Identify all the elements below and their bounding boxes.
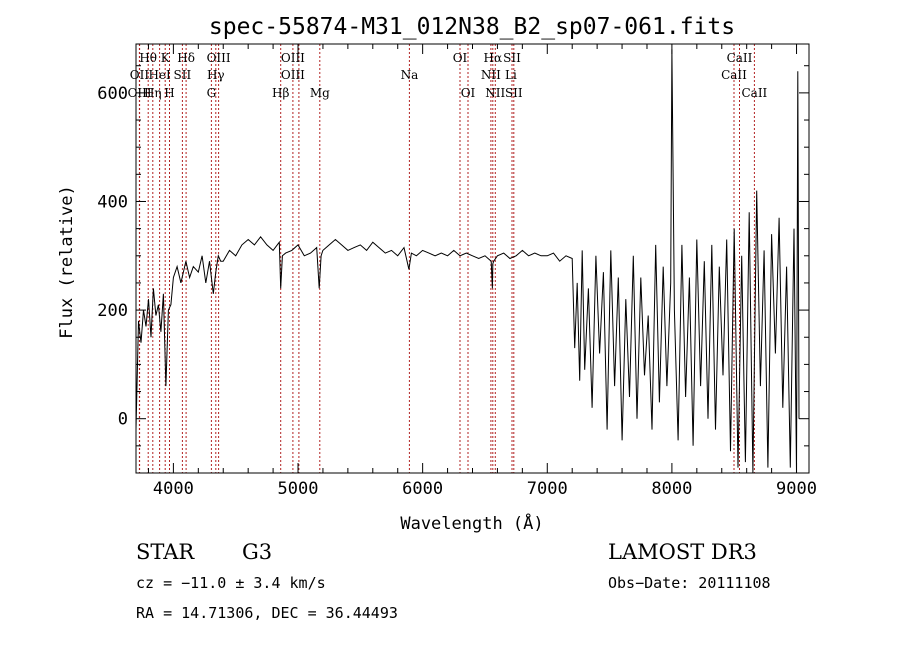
- spectral-line-label: SII: [174, 68, 192, 82]
- spectral-line-label: CaII: [721, 68, 747, 82]
- spectral-line-label: OIII: [281, 68, 305, 82]
- object-class: STAR: [136, 540, 195, 564]
- spectral-line-label: Hα: [484, 51, 503, 65]
- spectral-line-label: G: [207, 86, 217, 100]
- redshift-info: cz = −11.0 ± 3.4 km/s: [136, 574, 326, 592]
- spectral-line-label: CaII: [727, 51, 753, 65]
- spectral-line-label: Hθ: [139, 51, 157, 65]
- spectral-line-label: Hβ: [272, 86, 289, 100]
- x-tick-label: 7000: [527, 479, 568, 499]
- y-axis-label: Flux (relative): [57, 185, 77, 339]
- spectral-line-label: H: [164, 86, 174, 100]
- spectral-line-label: OI: [453, 51, 468, 65]
- plot-area: 4000 5000 6000 7000 8000 9000 0 200 400 600 Hθ OII O…: [97, 44, 817, 499]
- x-axis-label: Wavelength (Å): [400, 512, 543, 534]
- spectral-line-label: NII: [485, 86, 505, 100]
- spectral-line-label: Li: [505, 68, 517, 82]
- y-tick-label: 600: [97, 84, 128, 104]
- y-tick-label: 0: [118, 410, 128, 430]
- observation-date: Obs−Date: 20111108: [608, 574, 771, 592]
- spectral-line-label: CaII: [741, 86, 767, 100]
- object-subclass: G3: [242, 540, 272, 564]
- coordinates-info: RA = 14.71306, DEC = 36.44493: [136, 604, 398, 622]
- spectral-line-label: OI: [461, 86, 476, 100]
- chart-title: spec-55874-M31_012N38_B2_sp07-061.fits: [209, 14, 735, 40]
- spectral-line-label: OIII: [128, 86, 152, 100]
- y-tick-label: 200: [97, 301, 128, 321]
- x-tick-label: 6000: [402, 479, 443, 499]
- x-tick-label: 5000: [278, 479, 319, 499]
- spectral-line-label: OIII: [207, 51, 231, 65]
- spectral-line-label: NII: [481, 68, 501, 82]
- spectral-line-label: SII: [503, 51, 521, 65]
- x-tick-label: 4000: [153, 479, 194, 499]
- y-tick-label: 400: [97, 192, 128, 212]
- plot-frame: [135, 43, 810, 474]
- spectral-line-label: Mg: [310, 86, 330, 100]
- spectral-line-label: SII: [505, 86, 523, 100]
- spectral-line-label: HeI: [148, 68, 171, 82]
- spectral-line-label: Hγ: [207, 68, 225, 82]
- x-tick-label: 8000: [651, 479, 692, 499]
- spectral-line-label: OII: [130, 68, 150, 82]
- spectral-line-label: K: [161, 51, 171, 65]
- x-tick-label: 9000: [776, 479, 817, 499]
- spectral-line-label: Hη: [144, 86, 162, 100]
- survey-name: LAMOST DR3: [608, 540, 757, 564]
- spectral-line-label: Na: [401, 68, 419, 82]
- spectral-line-label: Hδ: [177, 51, 195, 65]
- spectral-line-label: OIII: [281, 51, 305, 65]
- spectrum-line: [135, 49, 800, 474]
